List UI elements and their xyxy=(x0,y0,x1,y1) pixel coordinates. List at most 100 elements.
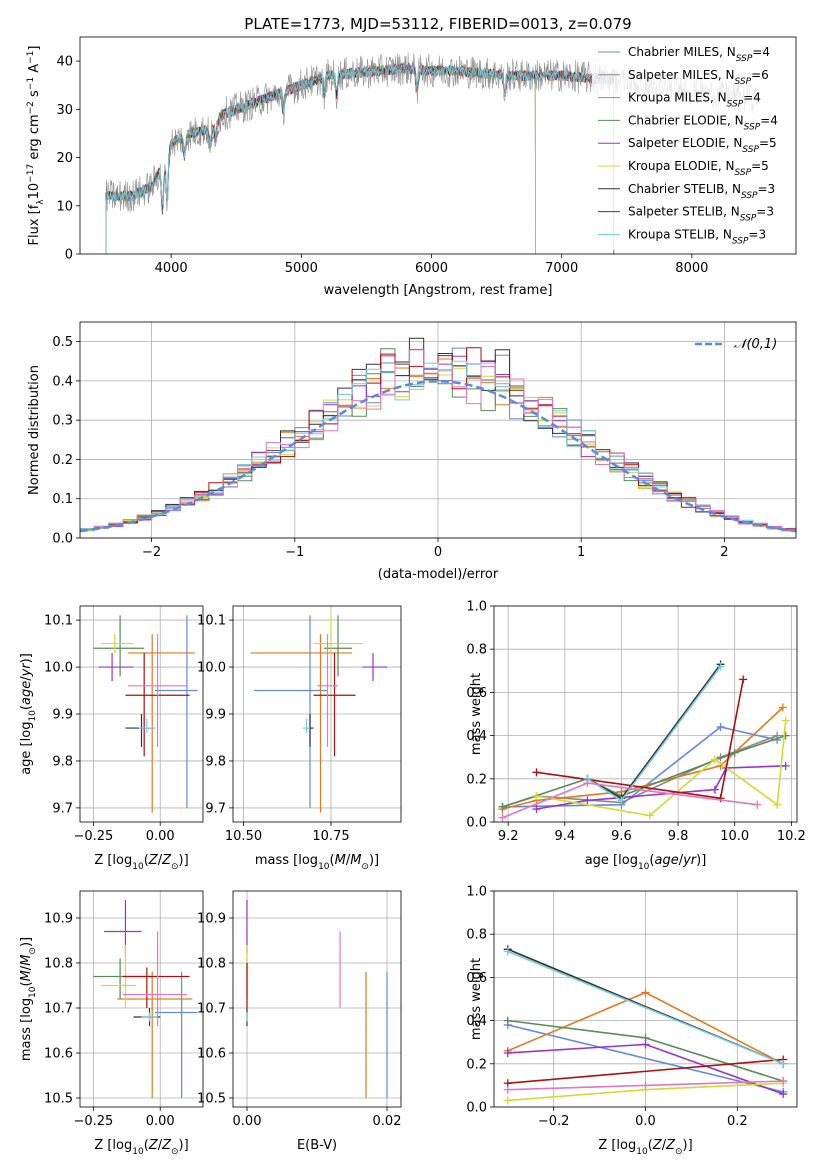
x-tick-label: 6000 xyxy=(415,261,448,276)
legend-label: Chabrier STELIB, NSSP=3 xyxy=(628,182,775,201)
y-tick-label: 0.4 xyxy=(52,374,73,389)
y-tick-label: 9.8 xyxy=(52,754,73,769)
series-marker xyxy=(716,794,725,803)
y-tick-label: 9.9 xyxy=(52,708,73,723)
y-tick-label: 10.0 xyxy=(44,661,73,676)
y-axis-label: mass weight xyxy=(469,958,484,1040)
spectrum-line xyxy=(105,64,536,254)
series-marker xyxy=(753,800,762,809)
x-axis-label: (data-model)/error xyxy=(378,567,499,582)
x-tick-label: 10.2 xyxy=(777,829,806,844)
plot-area xyxy=(503,945,788,1105)
plot-area xyxy=(105,52,758,254)
x-axis-label: Z [log10(Z/Z⊙)] xyxy=(598,1138,692,1157)
series-marker xyxy=(641,1040,650,1049)
series-line xyxy=(502,726,778,808)
y-axis-label: age [log10(age/yr)] xyxy=(19,653,38,775)
x-tick-label: 8000 xyxy=(675,261,708,276)
series-marker xyxy=(716,722,725,731)
legend-label: Salpeter ELODIE, NSSP=5 xyxy=(628,136,777,155)
series-marker xyxy=(641,1081,650,1090)
y-tick-label: 0.2 xyxy=(52,453,73,468)
y-tick-label: 0.0 xyxy=(466,816,487,831)
x-tick-label: 9.8 xyxy=(668,829,689,844)
series-marker xyxy=(532,768,541,777)
series-marker xyxy=(781,716,790,725)
plot-area xyxy=(246,900,388,1098)
legend-label: Chabrier MILES, NSSP=4 xyxy=(628,45,770,64)
x-tick-label: 7000 xyxy=(545,261,578,276)
legend-label: Salpeter MILES, NSSP=6 xyxy=(628,68,769,87)
spectrum-line xyxy=(105,63,536,254)
histogram-series xyxy=(80,347,796,538)
y-tick-label: 10.1 xyxy=(44,614,73,629)
spectrum-line xyxy=(105,52,614,254)
series-marker xyxy=(503,1016,512,1025)
x-tick-label: 0.2 xyxy=(727,1114,748,1129)
series-marker xyxy=(730,748,739,757)
y-tick-label: 0.4 xyxy=(466,1014,487,1029)
plot-area xyxy=(498,660,790,822)
plot-area xyxy=(93,615,198,813)
spectrum-line xyxy=(105,62,615,254)
residual-histogram-panel: −2 −1 0 1 2 0.0 0.1 0.2 0.3 0.4 0.5 𝒩(0,1) (data-mod… xyxy=(27,321,797,582)
series-marker xyxy=(779,1059,788,1068)
series-marker xyxy=(710,755,719,764)
axes-frame xyxy=(79,890,204,1108)
axes-frame xyxy=(79,605,204,823)
y-tick-label: 0 xyxy=(65,248,73,263)
y-tick-label: 1.0 xyxy=(466,600,487,615)
y-tick-label: 10.6 xyxy=(44,1047,73,1062)
histogram-series xyxy=(80,349,796,538)
series-marker xyxy=(781,731,790,740)
series-marker xyxy=(498,802,507,811)
series-marker xyxy=(716,662,725,671)
series-marker xyxy=(710,785,719,794)
series-line xyxy=(536,720,787,817)
y-tick-label: 10.8 xyxy=(197,957,226,972)
y-tick-label: 0.0 xyxy=(466,1101,487,1116)
spectrum-line xyxy=(105,64,615,254)
series-marker xyxy=(778,703,787,712)
plot-area xyxy=(250,615,387,813)
legend-label: Kroupa STELIB, NSSP=3 xyxy=(628,227,766,246)
x-tick-label: −0.2 xyxy=(538,1114,570,1129)
series-marker xyxy=(645,811,654,820)
series-line xyxy=(587,663,722,800)
y-axis-label: mass weight xyxy=(469,673,484,755)
y-axis-label: mass [log10(M/M⊙)] xyxy=(19,937,38,1061)
spectrum-line xyxy=(105,61,615,254)
series-marker xyxy=(781,761,790,770)
x-tick-label: 9.4 xyxy=(554,829,575,844)
mass-vs-ebv-panel: 0.00 0.02 10.5 10.6 10.7 10.8 10.9 E(B-V) xyxy=(197,890,402,1153)
x-tick-label: 0.02 xyxy=(373,1114,402,1129)
y-tick-label: 9.9 xyxy=(205,708,226,723)
y-tick-label: 40 xyxy=(56,55,73,70)
x-tick-label: 0.0 xyxy=(635,1114,656,1129)
series-marker xyxy=(532,792,541,801)
legend: Chabrier MILES, NSSP=4 Salpeter MILES, NS… xyxy=(592,42,792,250)
mass-weight-vs-age-panel: 9.2 9.4 9.6 9.8 10.0 10.2 0.0 0.2 0.4 0.6 0.8 1.0 ag… xyxy=(466,600,806,873)
y-tick-label: 0.3 xyxy=(52,414,73,429)
series-marker xyxy=(503,1085,512,1094)
mass-weight-vs-metallicity-panel: −0.2 0.0 0.2 0.0 0.2 0.4 0.6 0.8 1.0 Z [log10(Z/Z… xyxy=(466,885,798,1157)
legend-label: Kroupa ELODIE, NSSP=5 xyxy=(628,159,769,178)
y-tick-label: 30 xyxy=(56,103,73,118)
x-axis-label: Z [log10(Z/Z⊙)] xyxy=(94,853,188,872)
x-tick-label: 5000 xyxy=(285,261,318,276)
y-tick-label: 10.6 xyxy=(197,1047,226,1062)
x-tick-label: 4000 xyxy=(155,261,188,276)
axes-frame xyxy=(79,321,797,539)
spectrum-line xyxy=(105,64,536,254)
x-tick-label: 0.00 xyxy=(233,1114,262,1129)
x-tick-label: 9.2 xyxy=(498,829,519,844)
series-marker xyxy=(503,1049,512,1057)
x-tick-label: 10.50 xyxy=(225,829,262,844)
y-tick-label: 9.8 xyxy=(205,754,226,769)
x-axis-label: E(B-V) xyxy=(297,1138,337,1153)
series-marker xyxy=(641,988,650,997)
x-axis-label: age [log10(age/yr)] xyxy=(585,853,707,872)
legend-frame xyxy=(592,42,792,250)
y-tick-label: 10 xyxy=(56,199,73,214)
